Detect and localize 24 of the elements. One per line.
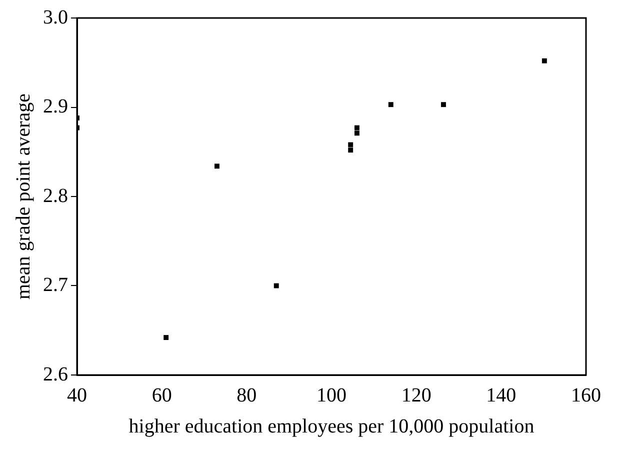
x-tick-label: 140 (486, 384, 516, 406)
y-tick-label: 2.9 (43, 96, 68, 118)
x-axis-title: higher education employees per 10,000 population (128, 415, 534, 438)
y-tick-label: 2.8 (43, 184, 68, 207)
y-tick-label: 2.6 (43, 363, 68, 386)
x-tick-label: 160 (571, 384, 601, 406)
point (214, 164, 220, 169)
point (542, 58, 547, 64)
point (388, 102, 394, 108)
point (274, 283, 279, 288)
point (354, 125, 360, 130)
x-tick-label: 120 (401, 384, 432, 406)
x-tick-label: 100 (316, 384, 346, 406)
x-tick-label: 80 (236, 384, 257, 406)
y-tick-label: 3.0 (43, 6, 68, 28)
point (348, 142, 354, 148)
point (348, 148, 354, 153)
y-axis-title: mean grade point average (12, 93, 34, 300)
y-tick-label: 2.7 (43, 274, 68, 296)
x-tick-label: 40 (67, 384, 87, 406)
point (164, 335, 169, 340)
point (441, 102, 446, 108)
point (354, 130, 360, 136)
x-tick-label: 60 (152, 384, 172, 406)
